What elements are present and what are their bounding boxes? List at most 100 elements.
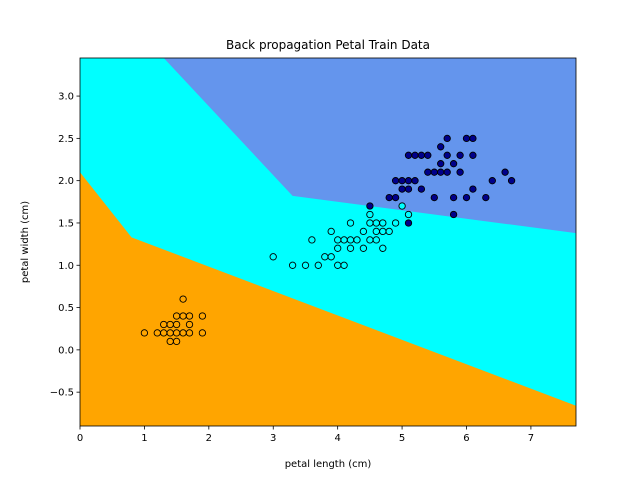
y-tick-label: 3.0: [58, 92, 74, 103]
point-class-0: [166, 329, 174, 337]
point-class-2: [398, 185, 406, 193]
point-class-0: [166, 320, 174, 329]
point-class-2: [456, 168, 464, 176]
x-axis: 0 1 2 3 4 5 6 7: [77, 426, 534, 444]
y-tick-label: 0.5: [58, 303, 74, 314]
point-class-1: [346, 219, 355, 227]
point-class-1: [372, 227, 380, 236]
point-class-0: [198, 329, 207, 337]
point-class-0: [172, 312, 181, 320]
y-tick-label: −0.5: [50, 388, 74, 399]
point-class-1: [334, 244, 342, 252]
point-class-2: [488, 177, 496, 185]
point-class-1: [366, 210, 374, 219]
x-tick-label: 4: [334, 433, 340, 444]
point-class-2: [469, 151, 477, 159]
point-class-1: [327, 227, 335, 236]
point-class-1: [353, 236, 361, 244]
point-class-1: [301, 261, 310, 269]
y-axis-label: petal width (cm): [20, 201, 31, 283]
point-class-1: [340, 261, 348, 269]
point-class-0: [160, 320, 168, 329]
point-class-2: [391, 177, 400, 185]
point-class-1: [372, 236, 380, 244]
point-class-1: [379, 219, 387, 227]
y-tick-label: 1.0: [58, 261, 74, 272]
point-class-2: [449, 210, 458, 219]
point-class-0: [185, 312, 194, 320]
y-tick-label: 2.0: [58, 176, 74, 187]
point-class-2: [404, 151, 413, 159]
point-class-2: [424, 151, 432, 159]
point-class-1: [321, 253, 329, 261]
plot-frame: [79, 57, 577, 427]
x-tick-label: 5: [399, 433, 405, 444]
point-class-2: [404, 177, 413, 185]
point-class-2: [404, 219, 413, 227]
y-tick-label: 1.5: [58, 218, 74, 229]
point-class-1: [398, 202, 406, 210]
point-class-1: [366, 219, 374, 227]
point-class-2: [424, 168, 432, 176]
point-class-0: [185, 329, 194, 337]
point-class-0: [179, 295, 187, 303]
point-class-1: [385, 227, 393, 236]
point-class-1: [327, 253, 335, 261]
x-tick-label: 7: [528, 433, 534, 444]
point-class-2: [443, 168, 451, 176]
point-class-2: [443, 134, 451, 143]
data-points: [140, 134, 516, 346]
point-class-1: [391, 219, 400, 227]
point-class-2: [507, 177, 516, 185]
point-class-2: [482, 193, 490, 202]
point-class-0: [172, 337, 181, 346]
point-class-1: [346, 236, 355, 244]
point-class-2: [430, 193, 438, 202]
point-class-1: [314, 261, 322, 269]
point-class-1: [334, 236, 342, 244]
point-class-1: [359, 227, 368, 236]
point-class-2: [462, 193, 471, 202]
point-class-0: [172, 320, 181, 329]
point-class-1: [269, 253, 277, 261]
y-axis: −0.5 0.0 0.5 1.0 1.5 2.0 2.5 3.0: [50, 92, 80, 399]
point-class-2: [417, 185, 426, 193]
x-tick-label: 1: [141, 433, 147, 444]
x-tick-label: 0: [77, 433, 83, 444]
point-class-2: [456, 151, 464, 159]
point-class-2: [437, 143, 445, 151]
point-class-2: [385, 193, 393, 202]
point-class-1: [372, 219, 380, 227]
point-class-1: [359, 244, 368, 252]
point-class-2: [469, 134, 477, 143]
point-class-2: [437, 160, 445, 168]
point-class-1: [404, 210, 413, 219]
region-class-2: [80, 58, 576, 234]
point-class-1: [379, 227, 387, 236]
point-class-2: [391, 193, 400, 202]
point-class-0: [198, 312, 207, 320]
point-class-2: [411, 177, 419, 185]
point-class-1: [340, 236, 348, 244]
y-tick-label: 2.5: [58, 134, 74, 145]
point-class-1: [308, 236, 316, 244]
decision-regions: [80, 58, 576, 426]
x-tick-label: 6: [463, 433, 469, 444]
point-class-1: [346, 244, 355, 252]
point-class-0: [166, 337, 174, 346]
point-class-2: [443, 151, 451, 159]
point-class-0: [172, 329, 181, 337]
point-class-2: [449, 160, 458, 168]
point-class-2: [366, 202, 374, 210]
point-class-2: [462, 134, 471, 143]
point-class-2: [469, 185, 477, 193]
point-class-2: [430, 168, 438, 176]
point-class-2: [398, 177, 406, 185]
point-class-2: [437, 168, 445, 176]
point-class-1: [379, 244, 387, 252]
point-class-2: [411, 151, 419, 159]
point-class-0: [185, 320, 194, 329]
point-class-1: [334, 261, 342, 269]
chart-title: Back propagation Petal Train Data: [226, 38, 430, 52]
